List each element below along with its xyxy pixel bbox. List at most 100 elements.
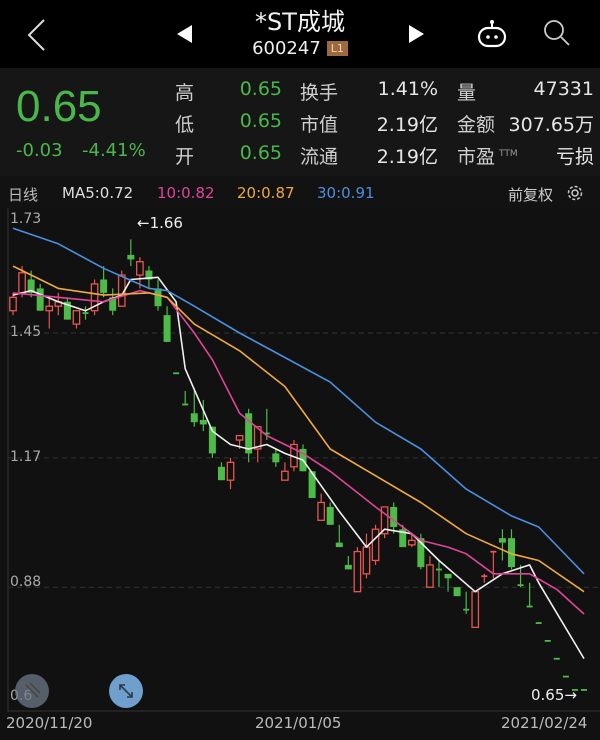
candle-body <box>444 573 452 579</box>
candle-body <box>36 288 44 311</box>
price-change: -0.03 <box>16 140 63 161</box>
fullscreen-button[interactable] <box>109 674 143 708</box>
candle-body <box>380 506 389 535</box>
ma-line-30 <box>12 227 585 575</box>
ma30-legend: 30:0.91 <box>317 184 375 202</box>
ma-legend-bar: 日线 MA5:0.72 10:0.82 20:0.87 30:0.91 前复权 <box>0 176 600 208</box>
market-cap-label: 市值 <box>300 114 339 136</box>
candle-body <box>245 413 253 454</box>
candle-body <box>481 575 488 578</box>
turnover-value: 1.41% <box>377 78 438 100</box>
pe-label: 市盈 TTM <box>457 142 518 169</box>
candle-body <box>263 432 270 435</box>
candle-body <box>344 564 352 570</box>
candle-body <box>507 538 515 568</box>
candle-body <box>45 305 54 312</box>
candle-body <box>208 426 216 454</box>
candle-body <box>272 453 280 463</box>
stock-code: 600247 <box>252 38 321 59</box>
candle-body <box>553 657 560 660</box>
high-label: 高 <box>175 82 195 104</box>
y-tick-label: 1.45 <box>10 324 42 340</box>
candle-body <box>317 501 326 521</box>
price-change-pct: -4.41% <box>82 140 146 161</box>
ma20-legend: 20:0.87 <box>237 184 295 202</box>
candle-body <box>535 622 542 624</box>
top-bar: *ST成城 600247 L1 <box>0 0 600 68</box>
gear-icon[interactable] <box>566 184 584 202</box>
candle-body <box>544 639 551 642</box>
candle-body <box>407 539 416 546</box>
candle-body <box>235 434 244 441</box>
collapse-button[interactable] <box>15 674 49 708</box>
candle-body <box>63 301 71 320</box>
candle-body <box>463 608 470 611</box>
candle-body <box>100 279 108 293</box>
candle-body <box>226 461 235 481</box>
robot-icon[interactable] <box>476 18 508 50</box>
last-price-label: 0.65→ <box>531 686 577 704</box>
open-label: 开 <box>175 146 195 168</box>
x-tick-label: 2020/11/20 <box>6 714 93 732</box>
candle-body <box>72 310 81 325</box>
y-tick-label: 0.88 <box>10 574 42 590</box>
candle-body <box>253 426 262 450</box>
x-tick-label: 2021/01/05 <box>255 714 342 732</box>
next-triangle-icon[interactable] <box>408 24 426 44</box>
ma-line-10 <box>12 289 585 615</box>
candle-body <box>517 584 524 587</box>
quote-panel: 0.65 -0.03 -4.41% 高 低 开 0.65 0.65 0.65 换… <box>0 68 600 176</box>
candle-body <box>217 466 225 481</box>
candle-body <box>90 283 99 312</box>
candle-body <box>562 675 569 678</box>
candle-body <box>353 550 362 593</box>
search-icon[interactable] <box>542 18 572 48</box>
candle-body <box>417 538 425 568</box>
float-cap-label: 流通 <box>300 146 339 168</box>
candle-body <box>154 288 162 307</box>
volume-value: 47331 <box>533 78 594 100</box>
candle-body <box>109 297 117 311</box>
candle-body <box>9 296 17 312</box>
candle-body <box>571 689 578 691</box>
candle-body <box>362 546 371 575</box>
amount-label: 金额 <box>457 114 496 136</box>
kline-chart[interactable] <box>0 208 600 712</box>
level-badge: L1 <box>326 41 348 56</box>
float-cap-value: 2.19亿 <box>376 146 438 168</box>
prev-triangle-icon[interactable] <box>176 24 194 44</box>
ma-line-20 <box>12 265 585 593</box>
ma10-legend: 10:0.82 <box>157 184 215 202</box>
collapse-icon <box>25 682 41 698</box>
candle-body <box>199 419 207 425</box>
pe-value: 亏损 <box>555 146 594 168</box>
candle-body <box>182 403 189 406</box>
low-label: 低 <box>175 114 195 136</box>
x-tick-label: 2021/02/24 <box>501 714 588 732</box>
fullscreen-icon <box>119 684 133 698</box>
pe-ttm-sup: TTM <box>499 148 518 159</box>
y-tick-label: 1.17 <box>10 449 42 465</box>
candle-body <box>498 538 506 543</box>
open-value: 0.65 <box>239 142 282 164</box>
pe-label-text: 市盈 <box>457 146 496 168</box>
back-chevron-icon[interactable] <box>24 18 48 52</box>
candle-body <box>308 471 316 499</box>
candle-body <box>490 550 497 553</box>
candle-body <box>426 564 434 588</box>
max-price-label: ←1.66 <box>137 214 183 232</box>
amount-value: 307.65万 <box>508 114 594 136</box>
candle-body <box>326 506 334 525</box>
volume-label: 量 <box>457 82 477 104</box>
candle-body <box>581 689 587 691</box>
candle-body <box>82 312 89 314</box>
candle-body <box>163 315 171 342</box>
candle-body <box>371 528 380 562</box>
adjust-selector[interactable]: 前复权 <box>508 186 554 204</box>
period-selector[interactable]: 日线 <box>8 186 39 204</box>
candle-body <box>127 254 135 260</box>
candle-body <box>526 605 533 608</box>
market-cap-value: 2.19亿 <box>376 114 438 136</box>
ma-line-ma5 <box>12 276 585 660</box>
ma5-legend: MA5:0.72 <box>62 184 134 202</box>
